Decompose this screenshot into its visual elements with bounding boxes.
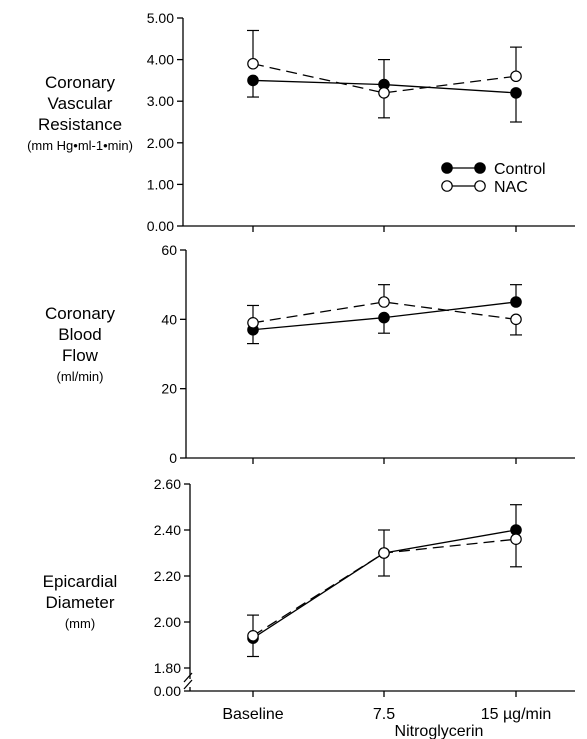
nac-data-point	[378, 87, 390, 99]
flow-ytick-label: 40	[161, 311, 177, 327]
diameter-ytick-label: 0.00	[154, 683, 181, 699]
nac-data-point	[378, 296, 390, 308]
flow-ytick-label: 60	[161, 242, 177, 258]
resistance-ylabel: Coronary Vascular Resistance (mm Hg•ml-1…	[0, 72, 160, 155]
diameter-axis-break-mark-2	[183, 679, 193, 690]
legend-marker	[474, 180, 486, 192]
resistance-ylabel-line-1: Coronary	[45, 73, 115, 92]
resistance-ytick-label: 2.00	[147, 135, 174, 151]
flow-ylabel-line-1: Coronary	[45, 304, 115, 323]
legend-marker	[474, 162, 486, 174]
nac-data-point	[510, 313, 522, 326]
resistance-ylabel-line-3: Resistance	[37, 115, 123, 134]
nac-data-point	[378, 547, 390, 559]
flow-ytick-label: 0	[169, 450, 177, 466]
control-data-point	[378, 311, 390, 324]
control-data-point	[510, 296, 522, 308]
flow-panel: 0 20 40 60	[161, 242, 575, 466]
legend-marker	[441, 180, 453, 192]
resistance-ytick-label: 4.00	[147, 52, 174, 68]
resistance-ytick-label: 3.00	[147, 93, 174, 109]
nac-data-point	[247, 629, 259, 642]
diameter-ytick-label: 2.00	[154, 614, 181, 630]
x-category-label: 7.5	[373, 706, 395, 723]
resistance-ytick-label: 1.00	[147, 176, 174, 192]
diameter-ytick-label: 2.60	[154, 476, 181, 492]
x-category-label: Baseline	[222, 706, 283, 723]
diameter-ytick-label: 1.80	[154, 660, 181, 676]
diameter-axis-break-mark-1	[183, 672, 193, 683]
flow-ytick-label: 20	[161, 381, 177, 397]
diameter-ytick-label: 2.20	[154, 568, 181, 584]
nac-series-line	[252, 63, 517, 94]
flow-ylabel-line-3: Flow	[62, 346, 98, 365]
flow-ylabel-unit: (ml/min)	[56, 369, 104, 384]
diameter-panel: 1.80 2.00 2.20 2.40 2.60 0.00 Baseline 7.5 15 µg…	[154, 476, 575, 739]
control-data-point	[510, 87, 522, 99]
resistance-ylabel-line-2: Vascular	[47, 94, 113, 113]
legend-marker	[441, 162, 453, 174]
nac-data-point	[247, 316, 259, 329]
x-axis-title: Nitroglycerin	[395, 723, 484, 739]
nac-data-point	[510, 533, 522, 545]
resistance-ylabel-unit: (mm Hg•ml-1•min)	[27, 138, 133, 153]
diameter-ytick-label: 2.40	[154, 522, 181, 538]
diameter-ylabel-unit: (mm)	[64, 616, 96, 631]
resistance-ytick-label: 0.00	[147, 218, 174, 234]
flow-ylabel-line-2: Blood	[58, 325, 102, 344]
control-data-point	[247, 74, 259, 87]
legend-label: NAC	[494, 179, 528, 196]
nac-data-point	[247, 57, 259, 70]
x-category-label: 15 µg/min	[481, 706, 552, 723]
diameter-ylabel-line-1: Epicardial	[42, 572, 118, 591]
nac-series-line	[252, 301, 517, 324]
nac-data-point	[510, 70, 522, 83]
flow-ylabel: Coronary Blood Flow (ml/min)	[0, 303, 160, 386]
diameter-ylabel-line-2: Diameter	[45, 593, 115, 612]
resistance-ytick-label: 5.00	[147, 10, 174, 26]
diameter-ylabel: Epicardial Diameter (mm)	[0, 571, 160, 633]
legend-label: Control	[494, 161, 546, 178]
